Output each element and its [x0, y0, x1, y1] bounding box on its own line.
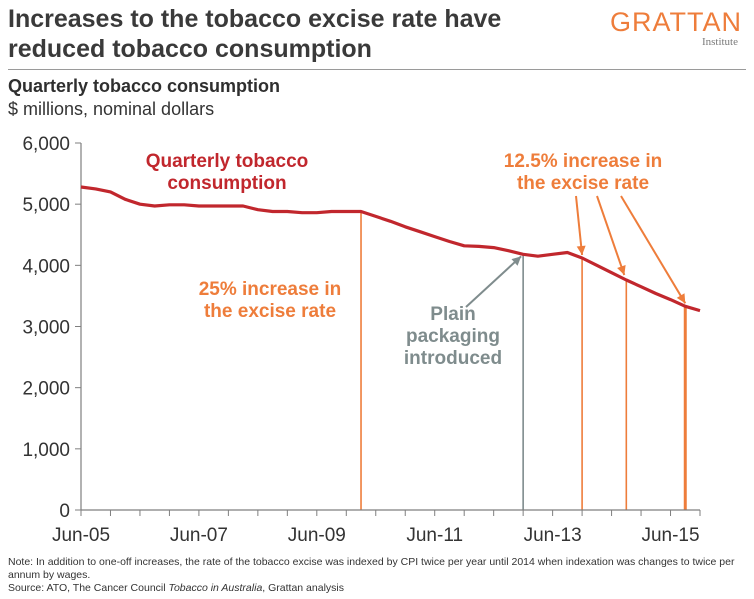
x-axis-tick-labels: Jun-05 Jun-07 Jun-09 Jun-11 Jun-13 Jun-15 [52, 525, 700, 546]
series-label-line: consumption [167, 173, 286, 194]
x-tick-label: Jun-07 [170, 525, 228, 546]
arrow-head [576, 245, 586, 255]
x-tick-label: Jun-15 [641, 525, 699, 546]
logo-subtitle: Institute [701, 36, 738, 48]
source-text: Source: ATO, The Cancer Council Tobacco … [8, 582, 748, 595]
annotation-arrow [620, 195, 687, 304]
annotation-label: 12.5% increase in the excise rate [504, 151, 662, 194]
annotation-label: 25% increase in the excise rate [199, 279, 342, 322]
source-suffix: , Grattan analysis [262, 582, 344, 594]
excise-12-label-line: the excise rate [517, 173, 649, 194]
y-tick-label: 2,000 [22, 379, 70, 400]
series-label-line: Quarterly tobacco [146, 151, 309, 172]
event-lines [360, 211, 687, 510]
y-tick-label: 0 [59, 501, 70, 522]
y-axis-tick-labels: 0 1,000 2,000 3,000 4,000 5,000 6,000 [22, 134, 81, 522]
plain-packaging-label-line: introduced [404, 348, 502, 369]
axes [80, 143, 701, 516]
footnote: Note: In addition to one-off increases, … [8, 556, 748, 595]
x-tick-label: Jun-05 [52, 525, 110, 546]
plain-packaging-label-line: Plain [430, 304, 475, 325]
arrow-head [617, 265, 626, 276]
series-line [80, 185, 701, 313]
x-tick-label: Jun-09 [288, 525, 346, 546]
annotation-arrow [596, 195, 626, 276]
excise-25-label-line: 25% increase in [199, 279, 342, 300]
annotation-label: Quarterly tobacco consumption [146, 151, 309, 194]
arrow-head [676, 293, 686, 304]
annotation-label: Plain packaging introduced [404, 304, 502, 369]
chart-title: Increases to the tobacco excise rate hav… [8, 5, 502, 63]
annotation-arrow [465, 255, 522, 308]
grattan-logo: GRATTAN Institute [596, 8, 742, 48]
source-prefix: Source: ATO, The Cancer Council [8, 582, 169, 594]
x-tick-label: Jun-13 [524, 525, 582, 546]
y-tick-label: 3,000 [22, 318, 70, 339]
annotation-arrows [465, 195, 687, 308]
source-title: Tobacco in Australia [168, 582, 263, 594]
note-text: Note: In addition to one-off increases, … [8, 556, 735, 581]
annotation-labels: Quarterly tobacco consumption 25% increase… [146, 151, 663, 369]
excise-25-label-line: the excise rate [204, 301, 336, 322]
x-tick-label: Jun-11 [406, 525, 463, 546]
series-group [80, 185, 701, 313]
y-tick-label: 4,000 [22, 256, 70, 277]
header-divider [8, 69, 746, 70]
y-tick-label: 5,000 [22, 195, 70, 216]
excise-12-label-line: 12.5% increase in [504, 151, 662, 172]
chart-units: $ millions, nominal dollars [8, 99, 215, 119]
arrow-head [511, 256, 522, 266]
y-tick-label: 6,000 [22, 134, 70, 155]
chart-subtitle: Quarterly tobacco consumption [8, 76, 281, 96]
plain-packaging-label-line: packaging [406, 326, 500, 347]
logo-name: GRATTAN [610, 7, 742, 37]
y-tick-label: 1,000 [22, 440, 70, 461]
annotation-arrow [575, 195, 584, 256]
